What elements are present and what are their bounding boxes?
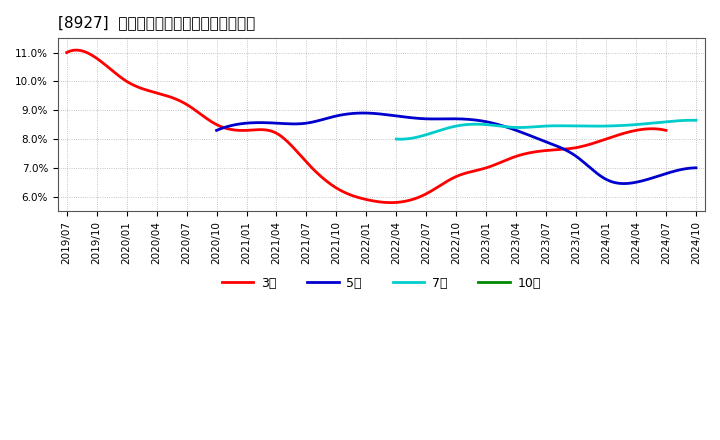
3年 xyxy=(63,50,71,55)
5年 xyxy=(498,123,506,128)
7年 xyxy=(392,136,400,142)
Text: [8927]  経常利益マージンの平均値の推移: [8927] 経常利益マージンの平均値の推移 xyxy=(58,15,255,30)
3年 xyxy=(433,184,442,190)
Line: 3年: 3年 xyxy=(67,50,666,202)
Line: 5年: 5年 xyxy=(217,113,696,183)
3年 xyxy=(423,191,432,196)
5年 xyxy=(358,110,366,116)
7年 xyxy=(572,123,580,128)
3年 xyxy=(572,145,580,150)
7年 xyxy=(393,136,402,142)
7年 xyxy=(665,119,673,124)
5年 xyxy=(214,127,222,132)
7年 xyxy=(570,123,579,128)
5年 xyxy=(618,181,626,186)
3年 xyxy=(387,200,396,205)
3年 xyxy=(662,128,670,133)
7年 xyxy=(692,117,701,123)
7年 xyxy=(689,117,698,123)
7年 xyxy=(577,124,585,129)
7年 xyxy=(397,136,405,142)
7年 xyxy=(646,121,654,126)
3年 xyxy=(64,49,73,54)
5年 xyxy=(499,124,508,129)
3年 xyxy=(73,48,81,53)
3年 xyxy=(421,191,430,197)
5年 xyxy=(619,181,628,186)
Line: 7年: 7年 xyxy=(396,120,696,139)
5年 xyxy=(212,128,221,133)
Legend: 3年, 5年, 7年, 10年: 3年, 5年, 7年, 10年 xyxy=(217,272,546,295)
5年 xyxy=(508,126,516,132)
5年 xyxy=(650,175,659,180)
3年 xyxy=(610,134,618,139)
5年 xyxy=(692,165,701,170)
